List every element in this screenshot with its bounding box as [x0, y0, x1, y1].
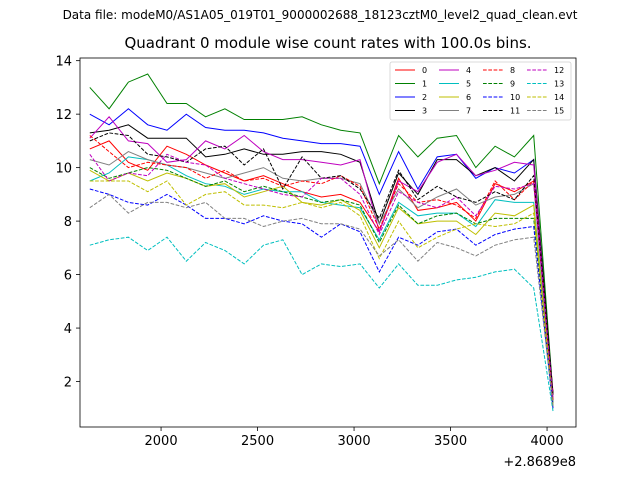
series-layer [89, 73, 554, 412]
y-tick-label: 8 [64, 215, 72, 230]
series-line-3 [89, 124, 554, 395]
legend-label-13: 13 [554, 80, 564, 89]
series-line-14 [89, 180, 554, 406]
y-tick-label: 14 [55, 55, 72, 70]
legend-label-15: 15 [554, 107, 564, 116]
series-line-1 [89, 73, 554, 395]
y-tick-label: 10 [55, 162, 72, 177]
legend-box [389, 61, 572, 121]
legend-label-8: 8 [510, 66, 515, 75]
legend-label-14: 14 [554, 93, 564, 102]
legend-label-6: 6 [466, 93, 471, 102]
legend-label-4: 4 [466, 66, 471, 75]
legend-label-12: 12 [554, 66, 564, 75]
legend-label-2: 2 [422, 93, 427, 102]
series-line-15 [89, 193, 554, 406]
y-tick-label: 2 [64, 376, 72, 391]
legend-label-0: 0 [422, 66, 427, 75]
y-tick-label: 12 [55, 108, 72, 123]
legend-label-5: 5 [466, 80, 471, 89]
plot-frame [79, 57, 577, 428]
legend-label-10: 10 [510, 93, 520, 102]
series-line-8 [89, 135, 554, 401]
series-line-7 [89, 151, 554, 403]
x-tick-label: 4000 [531, 434, 564, 449]
legend-label-9: 9 [510, 80, 515, 89]
y-tick-label: 6 [64, 269, 72, 284]
series-line-4 [89, 116, 554, 403]
chart-title: Quadrant 0 module wise count rates with … [124, 34, 532, 52]
series-line-6 [89, 169, 554, 409]
x-tick-label: 3500 [434, 434, 467, 449]
series-line-2 [89, 108, 554, 401]
legend-label-7: 7 [466, 107, 471, 116]
series-line-12 [89, 153, 554, 398]
figure-suptitle: Data file: modeM0/AS1A05_019T01_90000026… [62, 8, 578, 22]
x-tick-label: 3000 [338, 434, 371, 449]
legend-label-11: 11 [510, 107, 520, 116]
x-tick-label: 2000 [145, 434, 178, 449]
x-tick-label: 2500 [241, 434, 274, 449]
series-line-0 [89, 140, 554, 393]
series-line-13 [89, 236, 554, 412]
y-tick-label: 4 [64, 322, 72, 337]
series-line-11 [89, 132, 554, 395]
series-line-10 [89, 188, 554, 409]
x-offset-label: +2.8689e8 [503, 455, 576, 470]
legend-label-1: 1 [422, 80, 427, 89]
legend-label-3: 3 [422, 107, 427, 116]
series-line-5 [89, 156, 554, 403]
